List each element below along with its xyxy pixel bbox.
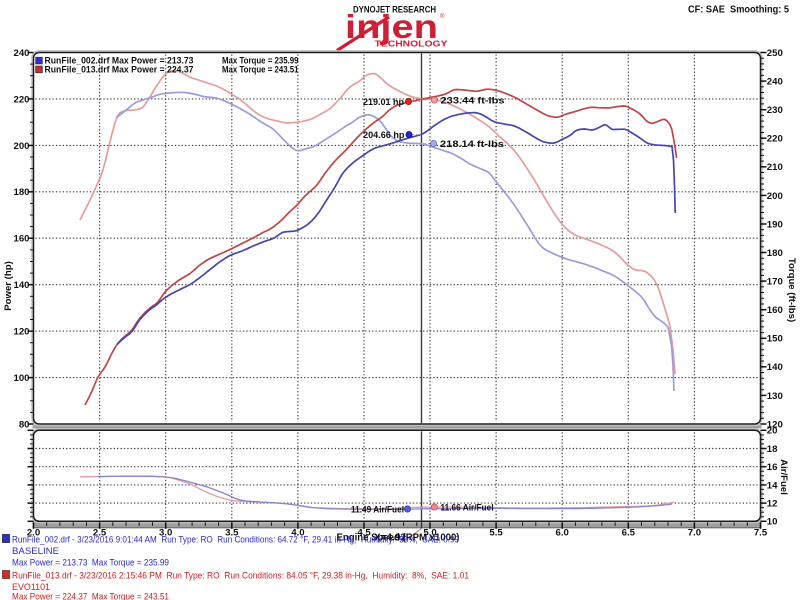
svg-text:140: 140 <box>13 280 29 291</box>
svg-text:Air/Fuel: Air/Fuel <box>778 459 789 495</box>
svg-text:2.0: 2.0 <box>27 528 40 539</box>
svg-text:Max Power = 224.37 Max Torque: Max Power = 224.37 Max Torque = 243.51 <box>12 591 169 600</box>
svg-text:218.14 ft-lbs: 218.14 ft-lbs <box>440 138 504 149</box>
svg-text:180: 180 <box>13 187 29 198</box>
svg-text:100: 100 <box>13 373 29 384</box>
svg-text:4.0: 4.0 <box>291 528 304 539</box>
svg-text:120: 120 <box>13 327 29 338</box>
svg-text:160: 160 <box>767 305 783 316</box>
svg-text:BASELINE: BASELINE <box>12 546 59 557</box>
svg-text:TECHNOLOGY: TECHNOLOGY <box>375 39 449 48</box>
svg-text:233.44 ft-lbs: 233.44 ft-lbs <box>441 95 505 106</box>
svg-text:14: 14 <box>767 480 778 491</box>
svg-text:240: 240 <box>13 48 29 59</box>
svg-text:Max Power = 213.73 Max Torque: Max Power = 213.73 Max Torque = 235.99 <box>12 558 169 569</box>
svg-text:190: 190 <box>767 219 783 230</box>
svg-text:Max Torque = 243.51: Max Torque = 243.51 <box>222 63 299 74</box>
svg-text:204.66 hp: 204.66 hp <box>363 129 405 140</box>
svg-text:3.0: 3.0 <box>159 528 172 539</box>
svg-text:6.0: 6.0 <box>556 528 569 539</box>
svg-text:®: ® <box>440 13 445 20</box>
svg-text:80: 80 <box>19 419 30 430</box>
svg-text:250: 250 <box>767 48 783 59</box>
svg-text:4.5: 4.5 <box>357 528 371 539</box>
svg-text:18: 18 <box>767 444 778 455</box>
svg-text:120: 120 <box>767 419 783 430</box>
svg-text:5.0: 5.0 <box>423 528 436 539</box>
svg-text:EVO1101: EVO1101 <box>12 582 50 593</box>
svg-text:RunFile_013.drf - 3/23/2016 2:: RunFile_013.drf - 3/23/2016 2:15:46 PM R… <box>12 570 469 581</box>
svg-text:DYNOJET RESEARCH: DYNOJET RESEARCH <box>353 5 436 15</box>
svg-text:240: 240 <box>767 77 783 88</box>
svg-text:220: 220 <box>767 134 783 145</box>
svg-text:11.49 Air/Fuel: 11.49 Air/Fuel <box>351 504 404 515</box>
svg-text:230: 230 <box>767 105 783 116</box>
svg-text:5.5: 5.5 <box>489 528 503 539</box>
svg-text:200: 200 <box>13 141 29 152</box>
svg-text:X=4.92: X=4.92 <box>374 533 406 544</box>
svg-text:220: 220 <box>13 94 29 105</box>
svg-text:12: 12 <box>767 499 778 510</box>
svg-text:2.5: 2.5 <box>93 528 107 539</box>
svg-text:Power (hp): Power (hp) <box>3 261 14 311</box>
svg-text:Engine Speed (RPM x1000): Engine Speed (RPM x1000) <box>337 533 460 544</box>
svg-text:11.66 Air/Fuel: 11.66 Air/Fuel <box>441 502 494 513</box>
svg-text:130: 130 <box>767 391 783 402</box>
svg-text:Torque (ft-lbs): Torque (ft-lbs) <box>786 258 797 322</box>
svg-text:219.01 hp: 219.01 hp <box>363 96 404 107</box>
svg-text:CF: SAE Smoothing: 5: CF: SAE Smoothing: 5 <box>688 5 789 16</box>
svg-text:RunFile_002.drf Max Power = 21: RunFile_002.drf Max Power = 213.73 <box>45 55 194 66</box>
svg-text:210: 210 <box>767 162 783 173</box>
svg-text:7.5: 7.5 <box>754 528 768 539</box>
svg-text:150: 150 <box>767 334 783 345</box>
svg-text:RunFile_002.drf - 3/23/2016 9:: RunFile_002.drf - 3/23/2016 9:01:44 AM R… <box>12 535 459 546</box>
svg-text:6.5: 6.5 <box>622 528 636 539</box>
svg-text:RunFile_013.drf Max Power = 22: RunFile_013.drf Max Power = 224.37 <box>45 63 194 74</box>
svg-text:7.0: 7.0 <box>688 528 701 539</box>
svg-text:3.5: 3.5 <box>225 528 239 539</box>
svg-text:160: 160 <box>13 234 29 245</box>
svg-text:140: 140 <box>767 362 783 373</box>
svg-text:10: 10 <box>767 517 778 528</box>
svg-text:16: 16 <box>767 462 778 473</box>
svg-text:200: 200 <box>767 191 783 202</box>
svg-text:injen: injen <box>345 8 438 45</box>
svg-text:Max Torque = 235.99: Max Torque = 235.99 <box>222 55 299 66</box>
svg-text:20: 20 <box>767 426 778 437</box>
svg-text:180: 180 <box>767 248 783 259</box>
svg-text:170: 170 <box>767 277 783 288</box>
